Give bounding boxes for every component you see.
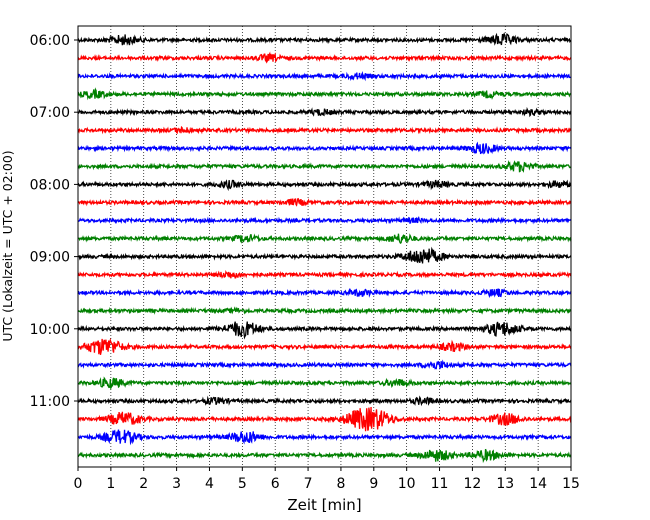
x-tick-label-9: 9 [369, 476, 378, 492]
trace-1100 [77, 395, 572, 407]
y-axis-label: UTC (Lokalzeit = UTC + 02:00) [0, 150, 15, 341]
trace-1000 [77, 321, 572, 340]
trace-1115 [77, 407, 572, 432]
trace-0615 [77, 51, 572, 64]
trace-1130 [77, 429, 572, 446]
trace-0830 [77, 216, 572, 225]
trace-1030 [77, 359, 572, 370]
trace-1145 [77, 448, 572, 464]
y-tick-label-0900: 09:00 [30, 250, 70, 266]
y-tick-label-0600: 06:00 [30, 33, 70, 49]
x-tick-label-11: 11 [431, 476, 449, 492]
x-axis-ticks: 0 1 2 3 4 5 6 7 8 9 10 11 12 13 14 15 [74, 467, 580, 492]
x-tick-label-0: 0 [74, 476, 83, 492]
y-tick-label-0800: 08:00 [30, 177, 70, 193]
trace-0630 [77, 71, 572, 82]
x-tick-label-2: 2 [139, 476, 148, 492]
trace-0930 [77, 287, 572, 299]
y-tick-label-1000: 10:00 [30, 322, 70, 338]
trace-0815 [77, 197, 572, 207]
trace-0600 [77, 32, 572, 46]
trace-0645 [77, 87, 572, 101]
trace-0915 [77, 269, 572, 279]
x-tick-label-5: 5 [238, 476, 247, 492]
trace-0945 [77, 306, 572, 315]
trace-0700 [77, 106, 572, 118]
y-tick-label-1100: 11:00 [30, 394, 70, 410]
x-tick-label-10: 10 [398, 476, 416, 492]
trace-0845 [77, 233, 572, 244]
x-tick-label-6: 6 [271, 476, 280, 492]
x-tick-label-8: 8 [336, 476, 345, 492]
trace-0715 [77, 125, 572, 135]
x-tick-label-13: 13 [496, 476, 514, 492]
x-tick-label-7: 7 [304, 476, 313, 492]
x-axis-label: Zeit [min] [287, 496, 361, 514]
trace-0745 [77, 159, 572, 173]
y-tick-label-0700: 07:00 [30, 105, 70, 121]
trace-1015 [77, 337, 572, 355]
x-tick-label-4: 4 [205, 476, 214, 492]
trace-1045 [77, 376, 572, 391]
x-tick-label-3: 3 [172, 476, 181, 492]
seismogram-traces [77, 32, 572, 464]
trace-0900 [77, 246, 572, 264]
trace-0800 [77, 179, 572, 192]
plot-frame [77, 25, 572, 468]
trace-0730 [77, 141, 572, 155]
y-axis-ticks: 06:00 07:00 08:00 09:00 10:00 11:00 [30, 33, 78, 410]
x-tick-label-1: 1 [106, 476, 115, 492]
x-tick-label-14: 14 [529, 476, 547, 492]
x-tick-label-12: 12 [463, 476, 481, 492]
x-tick-label-15: 15 [562, 476, 580, 492]
